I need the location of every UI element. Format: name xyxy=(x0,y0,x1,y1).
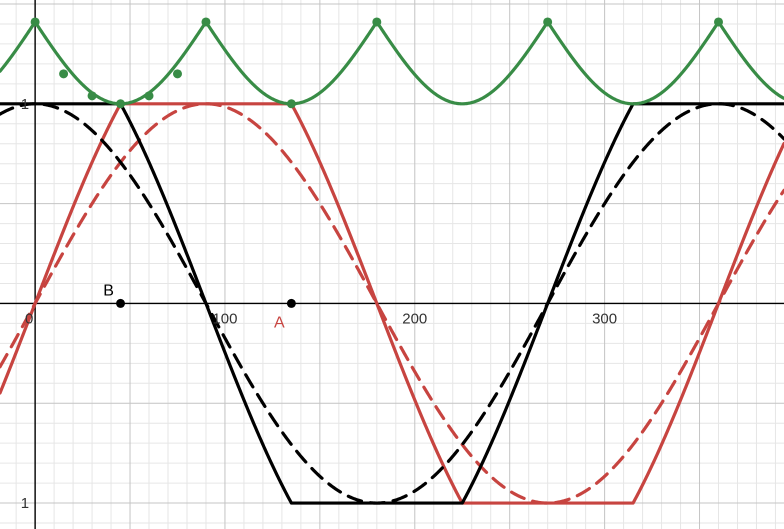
green-point xyxy=(87,91,97,101)
x-tick-label: 300 xyxy=(592,310,617,327)
curves xyxy=(0,20,784,505)
point-b xyxy=(116,298,126,308)
green-point xyxy=(372,17,382,27)
points xyxy=(30,17,724,308)
green-point xyxy=(286,99,296,109)
series-line-2 xyxy=(0,102,784,505)
tick-labels: A B 0 100 200 300 1 1 xyxy=(21,96,617,512)
green-point xyxy=(714,17,724,27)
green-point xyxy=(59,69,69,79)
point-label-b: B xyxy=(103,282,114,299)
y-tick-label: 1 xyxy=(21,96,29,113)
green-point xyxy=(30,17,40,27)
point-a xyxy=(286,298,296,308)
x-tick-label: 100 xyxy=(212,310,237,327)
x-tick-label: 200 xyxy=(402,310,427,327)
green-point xyxy=(201,17,211,27)
green-point xyxy=(116,99,126,109)
point-label-a: A xyxy=(274,314,285,331)
green-point xyxy=(543,17,553,27)
x-tick-label: 0 xyxy=(25,310,33,327)
green-point xyxy=(144,91,154,101)
series-line-4 xyxy=(0,20,784,106)
series-line-3 xyxy=(0,102,784,505)
series-line-1 xyxy=(0,102,784,505)
green-point xyxy=(172,69,182,79)
y-tick-label: 1 xyxy=(21,495,29,512)
